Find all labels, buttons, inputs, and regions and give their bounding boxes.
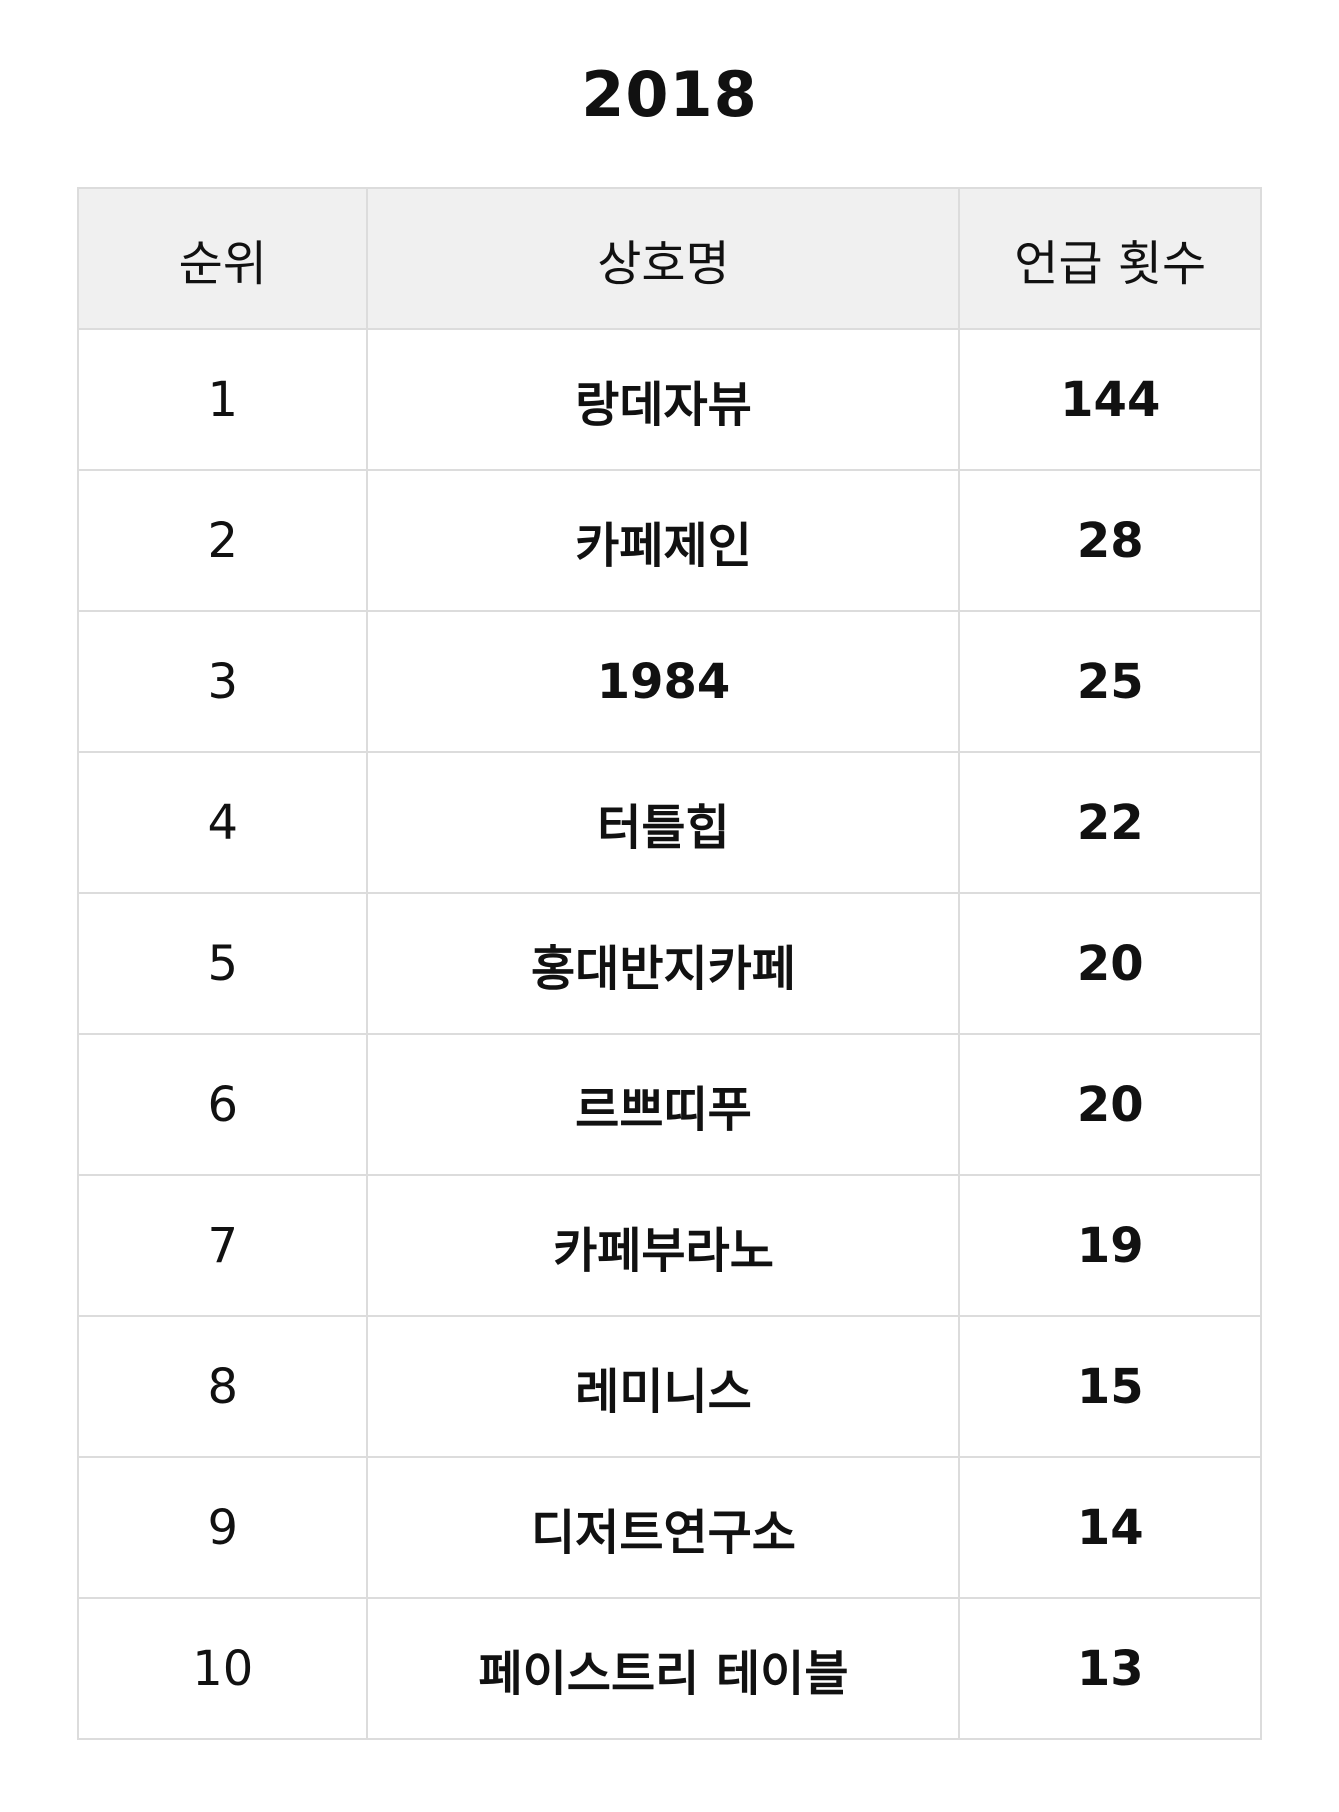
- table-row: 3 1984 25: [76, 610, 1262, 753]
- cell-store-name: 랑데자뷰: [366, 328, 961, 471]
- cell-rank: 5: [76, 892, 369, 1035]
- cell-mention-count: 15: [958, 1315, 1262, 1458]
- cell-rank: 3: [76, 610, 369, 753]
- header-mention-count: 언급 횟수: [958, 187, 1262, 330]
- cell-rank: 1: [76, 328, 369, 471]
- cell-rank: 8: [76, 1315, 369, 1458]
- cell-rank: 9: [76, 1456, 369, 1599]
- cell-store-name: 페이스트리 테이블: [366, 1597, 961, 1740]
- header-row: 순위 상호명 언급 횟수: [76, 187, 1262, 330]
- table-row: 1 랑데자뷰 144: [76, 328, 1262, 471]
- table-row: 10 페이스트리 테이블 13: [76, 1597, 1262, 1740]
- ranking-table: 순위 상호명 언급 횟수 1 랑데자뷰 144 2 카페제인 28 3 1984…: [76, 187, 1262, 1740]
- table-row: 7 카페부라노 19: [76, 1174, 1262, 1317]
- cell-mention-count: 28: [958, 469, 1262, 612]
- cell-mention-count: 20: [958, 1033, 1262, 1176]
- cell-store-name: 카페제인: [366, 469, 961, 612]
- cell-mention-count: 25: [958, 610, 1262, 753]
- table-row: 6 르쁘띠푸 20: [76, 1033, 1262, 1176]
- cell-store-name: 레미니스: [366, 1315, 961, 1458]
- header-rank: 순위: [76, 187, 369, 330]
- cell-rank: 7: [76, 1174, 369, 1317]
- table-row: 4 터틀힙 22: [76, 751, 1262, 894]
- cell-mention-count: 144: [958, 328, 1262, 471]
- cell-store-name: 홍대반지카페: [366, 892, 961, 1035]
- cell-mention-count: 13: [958, 1597, 1262, 1740]
- cell-rank: 6: [76, 1033, 369, 1176]
- cell-mention-count: 14: [958, 1456, 1262, 1599]
- page-title: 2018: [581, 58, 758, 131]
- table-body: 1 랑데자뷰 144 2 카페제인 28 3 1984 25 4 터틀힙 22 …: [76, 328, 1262, 1740]
- cell-mention-count: 19: [958, 1174, 1262, 1317]
- cell-store-name: 1984: [366, 610, 961, 753]
- table-row: 8 레미니스 15: [76, 1315, 1262, 1458]
- cell-mention-count: 20: [958, 892, 1262, 1035]
- table-row: 9 디저트연구소 14: [76, 1456, 1262, 1599]
- cell-rank: 10: [76, 1597, 369, 1740]
- cell-rank: 4: [76, 751, 369, 894]
- table-row: 5 홍대반지카페 20: [76, 892, 1262, 1035]
- cell-store-name: 디저트연구소: [366, 1456, 961, 1599]
- header-store-name: 상호명: [366, 187, 961, 330]
- cell-store-name: 카페부라노: [366, 1174, 961, 1317]
- table-row: 2 카페제인 28: [76, 469, 1262, 612]
- cell-store-name: 르쁘띠푸: [366, 1033, 961, 1176]
- cell-rank: 2: [76, 469, 369, 612]
- cell-mention-count: 22: [958, 751, 1262, 894]
- table-header: 순위 상호명 언급 횟수: [76, 187, 1262, 330]
- cell-store-name: 터틀힙: [366, 751, 961, 894]
